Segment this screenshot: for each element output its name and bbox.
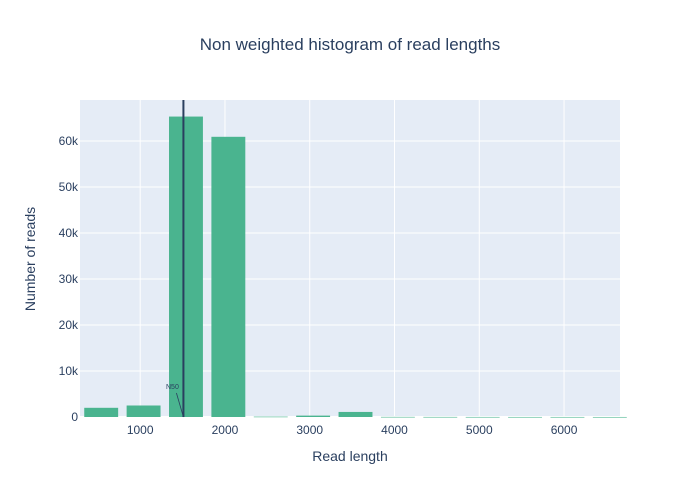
histogram-bar [211, 136, 246, 418]
x-tick-label: 1000 [127, 423, 154, 437]
x-tick-label: 6000 [551, 423, 578, 437]
x-axis-title: Read length [312, 448, 388, 464]
y-axis-ticks: 0 10k 20k 30k 40k 50k 60k [59, 134, 79, 424]
y-tick-label: 60k [59, 134, 79, 148]
histogram-bar [592, 416, 627, 418]
x-tick-label: 4000 [381, 423, 408, 437]
histogram-bar [550, 416, 585, 418]
y-tick-label: 40k [59, 226, 79, 240]
histogram-bar [126, 405, 161, 417]
y-tick-label: 0 [71, 410, 78, 424]
histogram-bar [465, 416, 500, 418]
y-tick-label: 20k [59, 318, 79, 332]
x-tick-label: 2000 [212, 423, 239, 437]
histogram-bar [296, 415, 331, 417]
histogram-bar [253, 416, 288, 418]
x-tick-label: 3000 [296, 423, 323, 437]
y-tick-label: 30k [59, 272, 79, 286]
n50-arrow [176, 392, 184, 418]
histogram-bar [508, 416, 543, 418]
chart-title: Non weighted histogram of read lengths [200, 35, 501, 54]
x-tick-label: 5000 [466, 423, 493, 437]
histogram-bar [84, 407, 119, 417]
histogram-bar [169, 116, 203, 417]
histogram-bar [423, 416, 458, 418]
histogram-bar [380, 416, 415, 418]
y-tick-label: 50k [59, 180, 79, 194]
y-tick-label: 10k [59, 364, 79, 378]
histogram-bar [338, 411, 373, 417]
x-axis-ticks: 1000 2000 3000 4000 5000 6000 [127, 423, 578, 437]
plot-area [80, 100, 620, 417]
n50-label: N50 [166, 384, 179, 391]
n50-marker: N50 [166, 100, 185, 418]
y-axis-title: Number of reads [22, 207, 38, 311]
bars [84, 116, 627, 418]
